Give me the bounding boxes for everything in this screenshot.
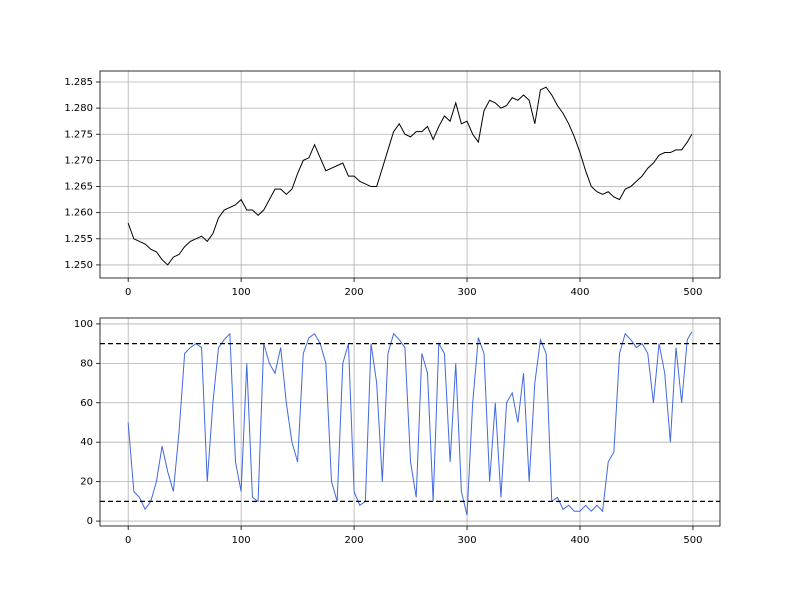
y-tick-label: 100	[74, 319, 93, 330]
y-tick-label: 60	[80, 398, 93, 409]
axes-frame	[99, 70, 721, 279]
y-tick-label: 1.280	[64, 103, 93, 114]
y-tick-label: 1.285	[64, 77, 93, 88]
y-tick-label: 40	[80, 437, 93, 448]
x-tick-label: 500	[683, 287, 702, 298]
x-tick-label: 100	[232, 287, 251, 298]
line	[127, 331, 693, 516]
y-tick-label: 1.255	[64, 234, 93, 245]
x-tick-label: 400	[570, 287, 589, 298]
line	[127, 86, 693, 266]
axes-frame	[99, 317, 721, 527]
x-tick-label: 100	[232, 535, 251, 546]
x-tick-label: 0	[125, 287, 131, 298]
y-tick-label: 1.265	[64, 182, 93, 193]
y-tick-label: 1.275	[64, 129, 93, 140]
x-tick-label: 200	[345, 535, 364, 546]
x-tick-label: 200	[345, 287, 364, 298]
y-tick-label: 0	[87, 516, 93, 527]
y-tick-label: 1.250	[64, 260, 93, 271]
x-tick-label: 0	[125, 535, 131, 546]
y-tick-label: 1.270	[64, 155, 93, 166]
y-tick-label: 80	[80, 358, 93, 369]
y-tick-label: 20	[80, 477, 93, 488]
x-tick-label: 500	[683, 535, 702, 546]
y-tick-label: 1.260	[64, 208, 93, 219]
x-tick-label: 300	[457, 287, 476, 298]
x-tick-label: 300	[457, 535, 476, 546]
x-tick-label: 400	[570, 535, 589, 546]
